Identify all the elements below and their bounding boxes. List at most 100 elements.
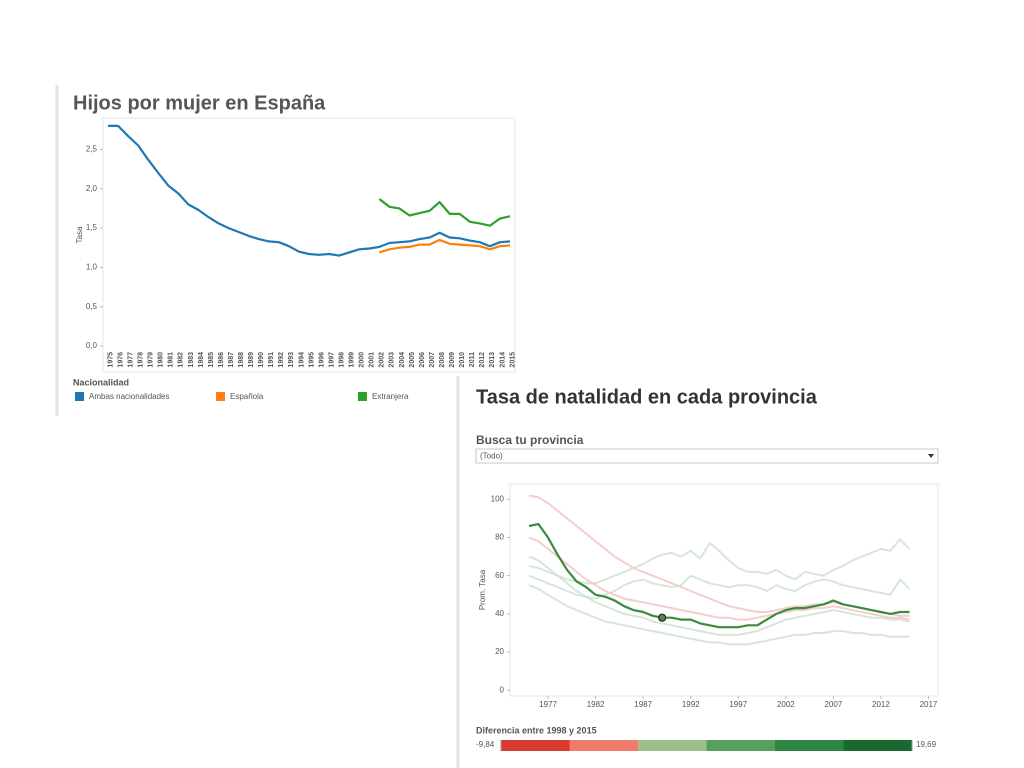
y-tick-label: 1,5: [86, 223, 98, 232]
x-tick-label: 1986: [218, 352, 225, 368]
x-tick-label: 2004: [399, 352, 406, 368]
x-tick-label: 1987: [228, 352, 235, 368]
chart-title: Tasa de natalidad en cada provincia: [476, 386, 818, 408]
line: [528, 555, 910, 636]
x-tick-label: 1998: [338, 352, 345, 368]
chart-title: Hijos por mujer en España: [73, 92, 326, 114]
x-tick-label: 2015: [509, 352, 516, 368]
y-axis-label: Tasa: [75, 226, 84, 243]
x-tick-label: 2005: [409, 352, 416, 368]
x-tick-label: 1999: [349, 352, 356, 368]
x-tick-label: 1984: [198, 352, 205, 368]
x-tick-label: 2010: [459, 352, 466, 368]
x-tick-label: 2014: [499, 352, 506, 368]
color-legend-bin: [638, 740, 707, 751]
color-legend-bin: [843, 740, 912, 751]
y-tick-label: 60: [495, 571, 504, 580]
x-tick-label: 2009: [449, 352, 456, 368]
x-tick-label: 1982: [587, 700, 605, 709]
y-tick-label: 2,0: [86, 184, 98, 193]
x-tick-label: 2007: [429, 352, 436, 368]
y-tick-label: 0,0: [86, 341, 98, 350]
x-tick-label: 2008: [439, 352, 446, 368]
x-tick-label: 1987: [634, 700, 652, 709]
x-tick-label: 1997: [328, 352, 335, 368]
x-tick-label: 2007: [824, 700, 842, 709]
line: [528, 574, 911, 600]
x-tick-label: 1978: [138, 352, 145, 368]
x-tick-label: 2002: [379, 352, 386, 368]
x-tick-label: 1992: [682, 700, 700, 709]
x-tick-label: 1981: [168, 352, 175, 368]
x-tick-label: 1977: [127, 352, 134, 368]
x-tick-label: 1993: [288, 352, 295, 368]
legend-title: Nacionalidad: [73, 377, 129, 387]
x-tick-label: 1976: [117, 352, 124, 368]
x-tick-label: 2012: [872, 700, 890, 709]
x-tick-label: 1979: [148, 352, 155, 368]
x-tick-label: 1989: [248, 352, 255, 368]
plot-frame: [509, 483, 939, 697]
legend-swatch: [75, 392, 84, 401]
legend-swatch: [216, 392, 225, 401]
plot-frame: [102, 117, 516, 373]
highlight-line: [528, 523, 910, 629]
x-tick-label: 1994: [298, 352, 305, 368]
x-tick-label: 2012: [479, 352, 486, 368]
line: [528, 584, 910, 646]
color-legend-max: 19,69: [916, 740, 937, 749]
x-tick-label: 2006: [419, 352, 426, 368]
x-tick-label: 1977: [539, 700, 557, 709]
filter-label: Busca tu provincia: [476, 433, 584, 447]
legend-label: Extranjera: [372, 392, 409, 401]
line: [528, 538, 911, 585]
x-tick-label: 1991: [268, 352, 275, 368]
color-legend-bin: [569, 740, 638, 751]
x-tick-label: 2011: [469, 352, 476, 367]
line: [108, 124, 511, 257]
line: [378, 238, 511, 254]
x-tick-label: 1983: [188, 352, 195, 368]
x-tick-label: 2000: [359, 352, 366, 368]
y-tick-label: 20: [495, 647, 504, 656]
y-tick-label: 0: [500, 685, 505, 694]
y-axis-label: Prom. Tasa: [478, 569, 487, 610]
y-tick-label: 40: [495, 609, 504, 618]
line: [378, 198, 511, 227]
x-tick-label: 2017: [920, 700, 938, 709]
x-tick-label: 2013: [489, 352, 496, 368]
y-tick-label: 80: [495, 533, 504, 542]
x-tick-label: 1995: [308, 352, 315, 368]
line: [528, 536, 910, 621]
dropdown[interactable]: (Todo): [475, 448, 939, 464]
x-tick-label: 1996: [318, 352, 325, 368]
legend-swatch: [358, 392, 367, 401]
x-tick-label: 1980: [158, 352, 165, 368]
x-tick-label: 1975: [107, 352, 114, 368]
dropdown-arrow[interactable]: [928, 454, 934, 458]
x-tick-label: 2002: [777, 700, 795, 709]
dropdown-value[interactable]: (Todo): [480, 452, 503, 461]
x-tick-label: 1990: [258, 352, 265, 368]
y-tick-label: 1,0: [86, 262, 98, 271]
dropdown-box[interactable]: [475, 448, 939, 464]
marker: [658, 613, 667, 622]
x-tick-label: 1997: [729, 700, 747, 709]
color-legend-bin: [775, 740, 844, 751]
y-tick-label: 0,5: [86, 302, 98, 311]
y-tick-label: 2,5: [86, 145, 98, 154]
x-tick-label: 1992: [278, 352, 285, 368]
x-tick-label: 2001: [369, 352, 376, 368]
color-legend-bin: [501, 740, 570, 751]
x-tick-label: 2003: [389, 352, 396, 368]
legend-label: Ambas nacionalidades: [89, 392, 170, 401]
y-tick-label: 100: [491, 494, 505, 503]
legend-label: Española: [230, 392, 264, 401]
color-legend-min: -9,84: [476, 740, 495, 749]
x-tick-label: 1982: [178, 352, 185, 368]
color-legend-bin: [706, 740, 775, 751]
color-legend-title: Diferencia entre 1998 y 2015: [476, 725, 597, 735]
x-tick-label: 1985: [208, 352, 215, 368]
x-tick-label: 1988: [238, 352, 245, 368]
